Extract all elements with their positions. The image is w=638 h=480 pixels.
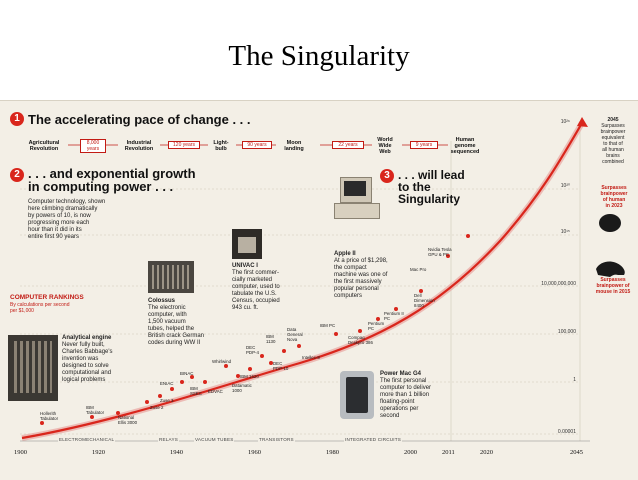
label-mac-pro: Mac Pro — [410, 267, 427, 272]
univac-photo — [232, 229, 262, 259]
yval-1e15: 10¹⁵ — [560, 229, 570, 235]
era-vacuum-tubes: VACUUM TUBES — [194, 437, 235, 442]
curve-arrowhead — [577, 117, 588, 127]
yval-1: 1 — [573, 377, 576, 383]
yval-1e10: 10,000,000,000 — [541, 281, 576, 287]
gap-90: 90 years — [242, 141, 272, 149]
note-2015: Surpasses brainpower of mouse in 2015 — [595, 277, 631, 295]
label-intellec: Intellec-8 — [302, 355, 320, 360]
label-pentium-ii: Pentium II PC — [384, 311, 404, 321]
yval-1e20: 10²⁰ — [560, 183, 570, 189]
label-ibm-1130: IBM 1130 — [266, 334, 276, 344]
timeline-agricultural: Agricultural Revolution — [28, 140, 60, 152]
colossus-photo — [148, 261, 194, 293]
apple-ii-photo — [334, 177, 380, 219]
human-brain-icon — [599, 214, 621, 232]
yval-1e26: 10²⁶ — [560, 119, 570, 125]
section-2-heading-2: in computing power . . . — [28, 179, 174, 194]
callout-powermac: Power Mac G4 The first personal computer … — [380, 371, 432, 419]
year-1920: 1920 — [92, 449, 105, 456]
year-1900: 1900 — [14, 449, 27, 456]
label-dec-pdp4: DEC PDP-4 — [246, 345, 259, 355]
label-pentium: Pentium PC — [368, 321, 385, 331]
label-ibm-1620: IBM 1620 — [240, 374, 259, 379]
label-dec-pdp10: DEC PDP-10 — [273, 361, 289, 371]
yval-1e5: 100,000 — [557, 329, 576, 335]
year-2000: 2000 — [404, 449, 417, 456]
gap-120: 120 years — [168, 141, 200, 149]
year-2011: 2011 — [442, 449, 455, 456]
label-whirlwind: Whirlwind — [212, 359, 232, 364]
callout-univac: UNIVAC I The first commer-cially markete… — [232, 263, 280, 311]
year-1960: 1960 — [248, 449, 261, 456]
chart-canvas — [20, 117, 625, 442]
era-integrated-circuits: INTEGRATED CIRCUITS — [344, 437, 403, 442]
era-relays: RELAYS — [158, 437, 179, 442]
mouse-icon — [596, 261, 625, 277]
step-3-badge: 3 — [380, 169, 394, 183]
label-hollerith: Hollerith Tabulator — [40, 411, 59, 421]
infographic: 1 The accelerating pace of change . . . … — [0, 100, 638, 480]
gap-8000: 8,000 years — [80, 139, 106, 153]
timeline-www: World Wide Web — [377, 137, 393, 155]
gap-9: 9 years — [410, 141, 438, 149]
label-compaq: Compaq Deskpro 386 — [348, 335, 373, 345]
growth-curve — [21, 122, 583, 440]
callout-colossus: Colossus The electronic computer, with 1,… — [148, 298, 205, 346]
section-1-heading: The accelerating pace of change . . . — [28, 112, 251, 127]
label-binac: BINAC — [180, 371, 194, 376]
timeline-genome: Human genome sequenced — [450, 137, 480, 155]
year-2020: 2020 — [480, 449, 493, 456]
power-mac-photo — [340, 371, 374, 419]
section-2-heading-1: . . . and exponential growth — [28, 166, 196, 181]
note-2023: Surpasses brainpower of human in 2023 — [600, 185, 628, 209]
step-1-badge: 1 — [10, 112, 24, 126]
timeline-lightbulb: Light-bulb — [213, 140, 229, 152]
year-2045: 2045 — [570, 449, 583, 456]
label-ibm-pc: IBM PC — [320, 323, 336, 328]
label-edvac: EDVAC — [208, 389, 223, 394]
label-zuse-3: Zuse 3 — [160, 398, 174, 403]
section-2-body: Computer technology, shown here climbing … — [28, 199, 106, 240]
rankings-title: COMPUTER RANKINGS — [10, 294, 84, 301]
yval-1e-5: 0.00001 — [557, 429, 576, 435]
year-1980: 1980 — [326, 449, 339, 456]
data-points — [40, 234, 470, 425]
section-3-heading-1: . . . will lead — [398, 168, 465, 182]
note-2045: 2045 Surpasses brainpower equivalent to th… — [600, 117, 626, 165]
label-zuse-2: Zuse 2 — [150, 405, 164, 410]
era-transistors: TRANSISTORS — [258, 437, 295, 442]
callout-apple: Apple II At a price of $1,298, the compac… — [334, 251, 388, 299]
label-datamatic: Datamatic 1000 — [232, 383, 252, 393]
gap-22: 22 years — [332, 141, 364, 149]
label-dell: Dell Dimension 8400 — [414, 293, 435, 308]
label-ibm-ssec: IBM SSEC — [190, 386, 202, 396]
label-national-ellis: National Ellis 3000 — [118, 415, 138, 425]
rankings-subtitle: By calculations per second per $1,000 — [10, 302, 70, 314]
label-ibm-tabulator: IBM Tabulator — [86, 405, 105, 415]
timeline-moon: Moon landing — [284, 140, 304, 152]
analytical-engine-photo — [8, 335, 58, 401]
label-nvidia: Nvidia Tesla GPU & PC — [428, 247, 452, 257]
timeline-industrial: Industrial Revolution — [124, 140, 154, 152]
era-electromechanical: ELECTROMECHANICAL — [58, 437, 116, 442]
callout-analytical: Analytical engine Never fully built, Char… — [62, 335, 113, 383]
label-eniac: ENIAC — [160, 381, 174, 386]
label-nova: Data General Nova — [287, 327, 303, 342]
step-2-badge: 2 — [10, 168, 24, 182]
section-3-heading-2: to the — [398, 180, 431, 194]
slide-title: The Singularity — [228, 40, 410, 72]
section-3-heading-3: Singularity — [398, 192, 461, 206]
year-1940: 1940 — [170, 449, 183, 456]
